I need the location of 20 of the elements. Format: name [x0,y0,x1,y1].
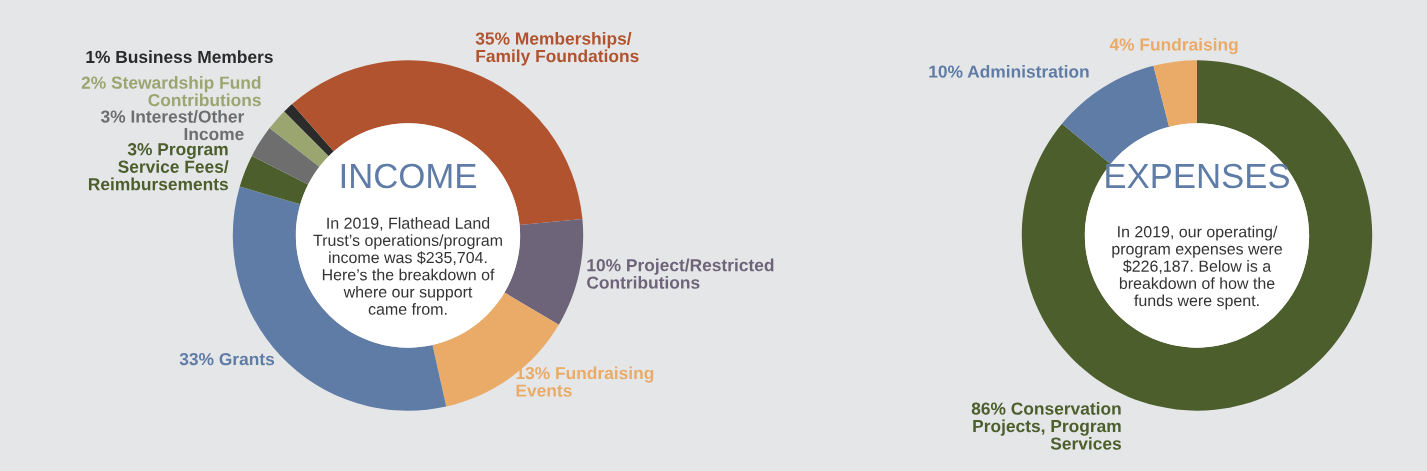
slice-label: 33% Grants [179,352,275,366]
slice-label: 3% Interest/Other Income [100,109,245,141]
slice-label: 86% Conservation Projects, Program Services [971,402,1121,450]
slice-label: 1% Business Members [86,50,273,64]
slice-label: 3% Program Service Fees/ Reimbursements [88,143,229,191]
text: In 2019, Flathead Land Trust’s operations/program income was $235,704. Here’s the breakdown of where our support came from. [313,217,502,315]
donut-slice [251,128,320,185]
text: In 2019, our operating/ program expenses were $226,187. Below is a breakdown of how the funds were spent. [1112,225,1282,310]
slice-label: 10% Administration [929,65,1089,78]
slice-label: 2% Stewardship Fund Contributions [81,76,261,107]
donut-slice [284,104,334,157]
donut-slice [504,219,584,325]
text: INCOME [341,163,476,189]
donut-slice [239,155,309,205]
slice-label: 10% Project/Restricted Contributions [587,258,774,289]
donut-slice [269,111,329,167]
slice-label: 4% Fundraising [1109,37,1238,55]
donut-slice [1153,60,1197,127]
slice-label: 35% Memberships/ Family Foundations [475,31,639,66]
text: EXPENSES [1106,163,1289,189]
